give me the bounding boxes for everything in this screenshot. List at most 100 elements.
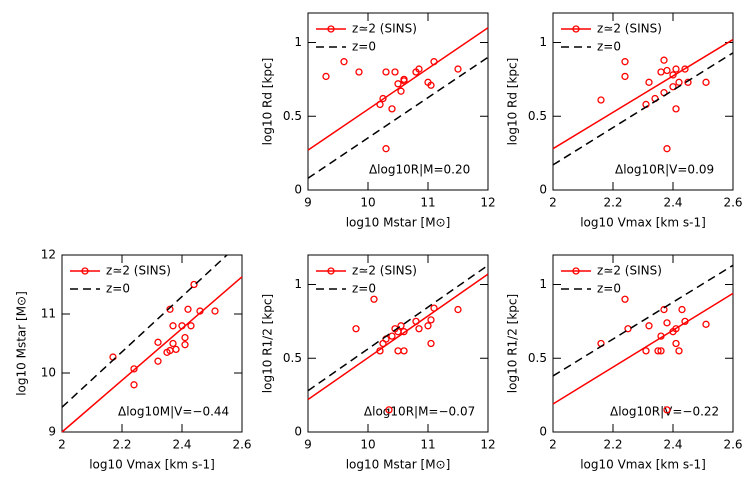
data-point <box>645 78 653 86</box>
x-axis-label: log10 Vmax [km s-1] <box>89 458 215 472</box>
data-point <box>169 339 177 348</box>
legend-marker <box>572 267 580 275</box>
panel: 2 2.2 2.4 2.6 9 10 11 12 log10 Vmax [km s-1] log1… <box>15 248 252 472</box>
y-tick-label: 0.5 <box>283 351 302 365</box>
data-point <box>621 72 629 81</box>
legend-label: z≃2 (SINS) <box>352 22 417 36</box>
legend-marker <box>81 267 89 275</box>
y-tick-label: 1 <box>539 277 547 291</box>
annotation: Δlog10M|V=−0.44 <box>118 405 229 419</box>
x-tick-label: 12 <box>480 438 495 452</box>
data-point <box>657 332 665 340</box>
data-point <box>672 339 680 348</box>
data-point <box>660 305 668 314</box>
x-tick-label: 2.6 <box>723 438 742 452</box>
y-tick-label: 0 <box>539 183 547 197</box>
data-point <box>391 68 399 76</box>
y-tick-label: 0.5 <box>283 109 302 123</box>
data-point <box>672 65 680 73</box>
plot-frame <box>552 12 734 191</box>
data-point <box>702 320 710 328</box>
fit-line <box>552 292 734 405</box>
data-point <box>702 78 710 86</box>
data-point <box>178 322 186 330</box>
y-tick-label: 0 <box>539 425 547 439</box>
reference-line <box>307 56 489 179</box>
y-tick-label: 0 <box>294 183 302 197</box>
data-point <box>415 325 423 333</box>
data-point <box>181 333 189 342</box>
x-axis-label: log10 Mstar [M⊙] <box>346 458 451 472</box>
data-point <box>211 307 219 315</box>
y-axis-label: log10 Rd [kpc] <box>261 58 275 146</box>
data-point <box>352 325 360 333</box>
data-point <box>597 96 605 104</box>
data-point <box>400 347 408 355</box>
x-axis-label: log10 Vmax [km s-1] <box>580 458 706 472</box>
reference-line <box>552 264 734 377</box>
data-point <box>376 347 384 355</box>
plot-frame <box>307 12 489 191</box>
x-tick-label: 11 <box>420 196 435 210</box>
y-axis-label: log10 R1/2 [kpc] <box>506 294 520 393</box>
x-axis-label: log10 Vmax [km s-1] <box>580 216 706 230</box>
data-point <box>400 328 408 336</box>
data-point <box>654 347 662 355</box>
data-point <box>415 65 423 73</box>
panel: 9 10 11 12 0 0.5 1 log10 Mstar [M⊙] log10 Rd [kp… <box>261 12 496 230</box>
data-point <box>400 75 408 84</box>
x-tick-label: 2.2 <box>112 438 131 452</box>
data-point <box>454 305 462 314</box>
legend-label: z≃2 (SINS) <box>597 264 662 278</box>
data-point <box>130 381 138 389</box>
data-point <box>172 345 180 354</box>
data-point <box>169 322 177 330</box>
y-tick-label: 10 <box>41 366 56 380</box>
panel: 2 2.2 2.4 2.6 0 0.5 1 log10 Vmax [km s-1] log10 … <box>506 254 743 472</box>
data-point <box>340 58 348 66</box>
data-point <box>388 332 396 340</box>
plot-frame <box>552 254 734 433</box>
y-tick-label: 1 <box>539 35 547 49</box>
data-point <box>397 322 405 330</box>
data-point <box>196 307 204 315</box>
x-tick-label: 11 <box>420 438 435 452</box>
data-point <box>427 339 435 348</box>
annotation: Δlog10R|M=0.20 <box>369 163 470 177</box>
reference-line <box>552 52 734 166</box>
data-point <box>394 80 402 88</box>
data-point <box>681 317 689 326</box>
data-point <box>154 357 162 365</box>
data-point <box>669 83 677 91</box>
legend-marker <box>572 25 580 33</box>
data-point <box>322 72 330 81</box>
panel: 9 10 11 12 0 0.5 1 log10 Mstar [M⊙] log10 R1/2 [… <box>261 254 496 472</box>
x-tick-label: 12 <box>480 196 495 210</box>
data-point <box>190 280 198 289</box>
data-point <box>379 94 387 103</box>
legend-marker <box>327 25 335 33</box>
x-tick-label: 2.6 <box>232 438 251 452</box>
panel: 2 2.2 2.4 2.6 0 0.5 1 log10 Vmax [km s-1] log10 … <box>506 12 743 230</box>
data-point <box>663 406 671 414</box>
data-point <box>427 316 435 324</box>
data-point <box>663 319 671 327</box>
data-point <box>187 322 195 330</box>
y-axis-label: log10 Mstar [M⊙] <box>15 291 29 396</box>
annotation: Δlog10R|M=−0.07 <box>364 405 475 419</box>
data-point <box>166 305 174 313</box>
data-point <box>684 78 692 86</box>
x-tick-label: 2.4 <box>172 438 191 452</box>
legend-label: z=0 <box>352 282 376 296</box>
y-axis-label: log10 Rd [kpc] <box>506 58 520 146</box>
data-point <box>675 347 683 355</box>
legend-label: z≃2 (SINS) <box>352 264 417 278</box>
data-point <box>663 66 671 75</box>
data-point <box>412 317 420 326</box>
data-point <box>672 325 680 333</box>
annotation: Δlog10R|V=0.09 <box>615 163 714 177</box>
data-point <box>663 145 671 153</box>
data-point <box>154 338 162 346</box>
legend-marker <box>327 267 335 275</box>
